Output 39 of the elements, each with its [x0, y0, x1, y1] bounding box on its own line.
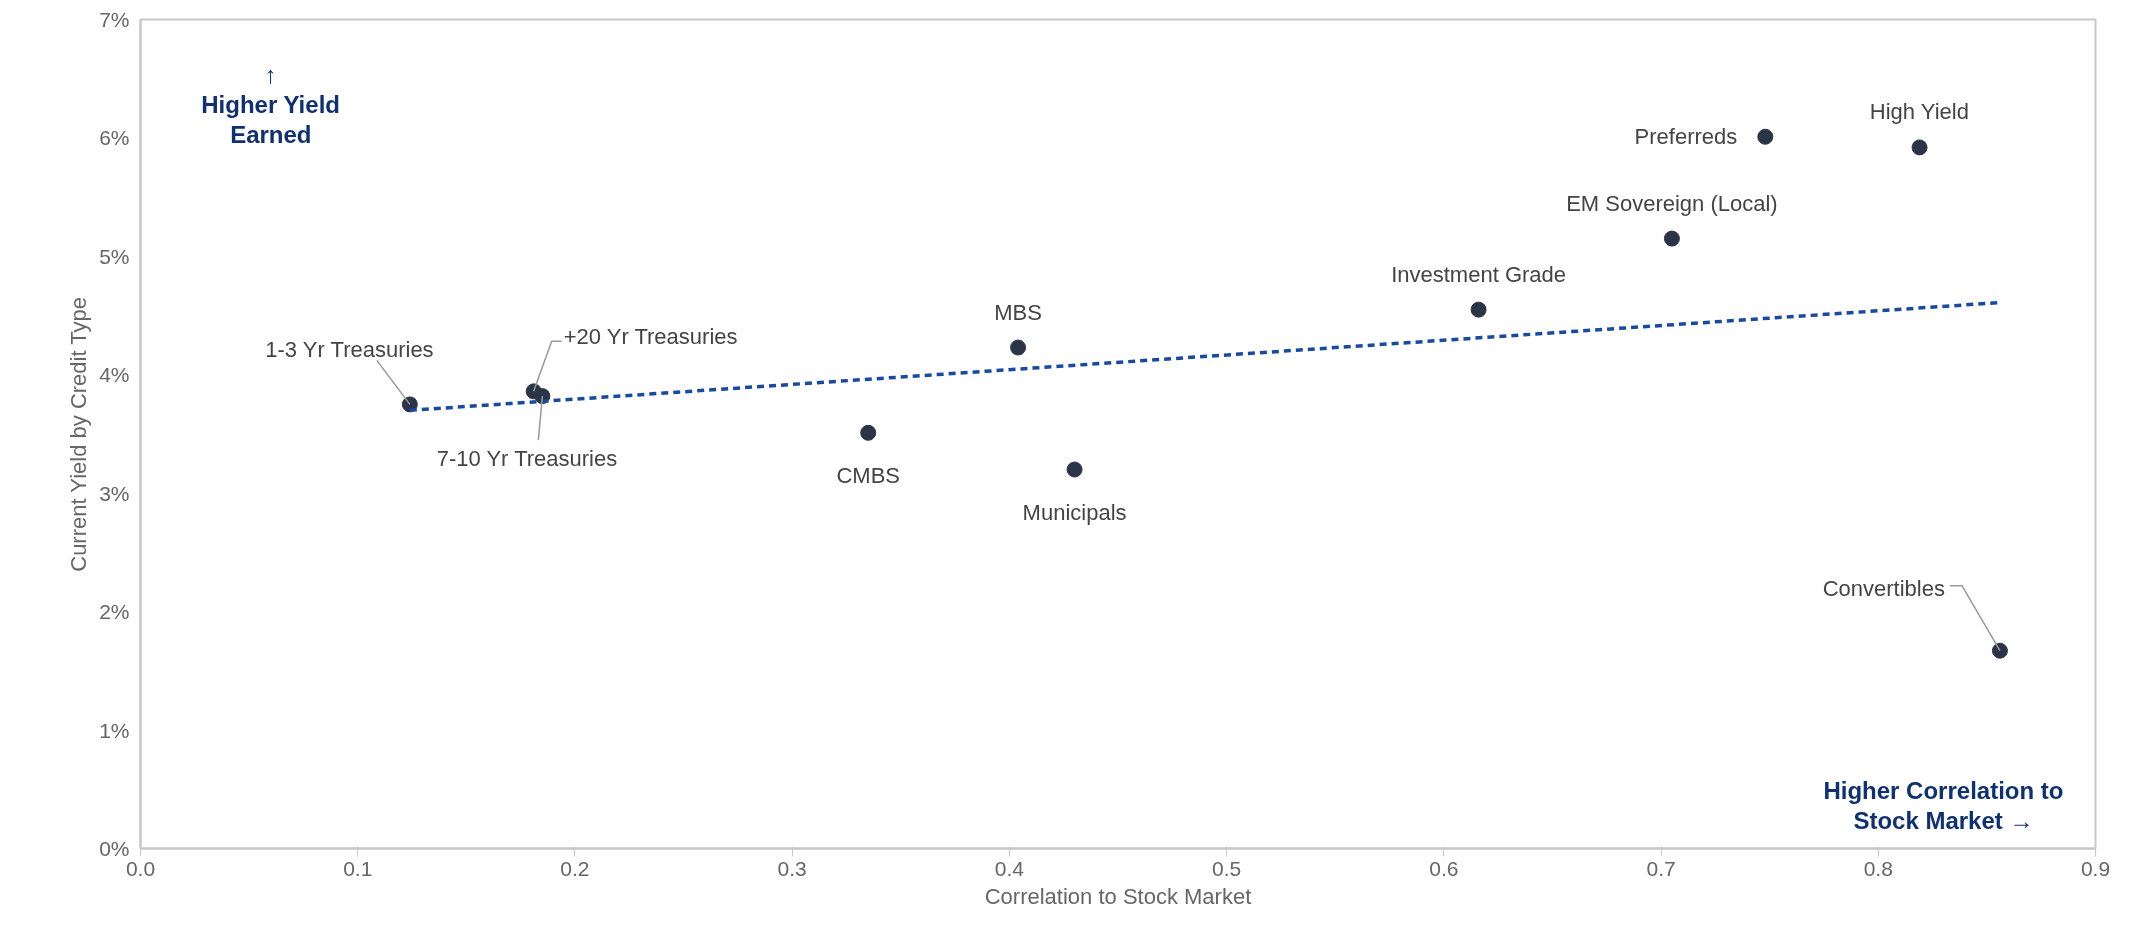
annotation: 7-10 Yr Treasuries — [436, 446, 618, 472]
x-tick-label: 0.8 — [1863, 856, 1893, 880]
annotation: EM Sovereign (Local) — [1566, 190, 1778, 216]
annotation: Higher Correlation to Stock Market → — [1823, 777, 2064, 835]
y-tick-label: 3% — [99, 481, 130, 505]
x-tick-label: 0.1 — [343, 856, 373, 880]
point — [1991, 642, 2008, 659]
annotation: CMBS — [836, 462, 900, 488]
point — [1470, 301, 1487, 318]
annotation: Investment Grade — [1391, 261, 1567, 287]
x-axis-title: Correlation to Stock Market — [984, 883, 1252, 909]
annotation: ↑ Higher Yield Earned — [201, 60, 340, 148]
annotation: +20 Yr Treasuries — [563, 324, 738, 350]
annotation: Preferreds — [1634, 123, 1738, 149]
annotation: Municipals — [1022, 499, 1127, 525]
x-tick-label: 0.6 — [1429, 856, 1459, 880]
point — [860, 424, 877, 441]
point — [1066, 461, 1083, 478]
point — [1757, 128, 1774, 145]
y-tick-label: 7% — [99, 8, 130, 31]
x-tick-label: 0.2 — [560, 856, 590, 880]
point — [1010, 339, 1027, 356]
annotation: High Yield — [1869, 99, 1969, 125]
x-tick-label: 0.7 — [1646, 856, 1676, 880]
x-tick-label: 0.9 — [2080, 856, 2111, 880]
y-tick-label: 4% — [99, 363, 130, 387]
y-tick-label: 2% — [99, 600, 130, 624]
annotation: 1-3 Yr Treasuries — [265, 337, 434, 363]
x-tick-label: 0.3 — [777, 856, 807, 880]
y-tick-label: 6% — [99, 126, 130, 150]
y-axis-title: Current Yield by Credit Type — [66, 297, 92, 572]
annotation: MBS — [994, 299, 1042, 325]
x-tick-label: 0.4 — [994, 856, 1025, 880]
annotation: Convertibles — [1822, 575, 1945, 601]
x-tick-label: 0.5 — [1212, 856, 1242, 880]
y-tick-label: 5% — [99, 244, 130, 268]
y-tick-label: 1% — [99, 718, 130, 742]
point — [1663, 230, 1680, 247]
point — [1911, 139, 1928, 156]
